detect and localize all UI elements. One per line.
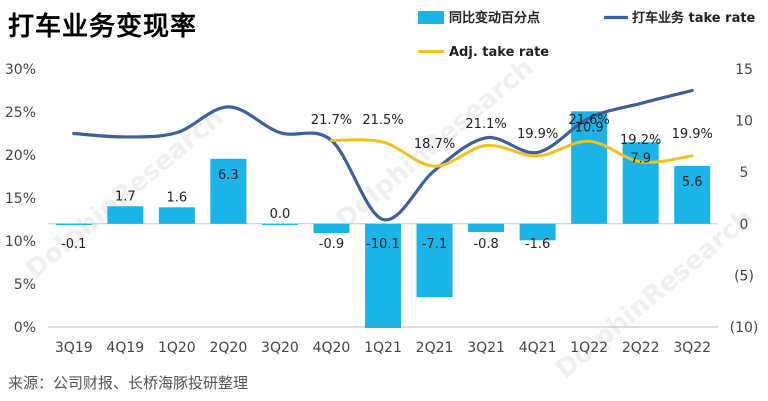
bar-value-label: -10.1 bbox=[366, 237, 400, 252]
x-tick-label: 3Q22 bbox=[673, 340, 711, 356]
adj-take-rate-label: 19.9% bbox=[672, 127, 713, 142]
line-series bbox=[72, 88, 694, 222]
bar bbox=[416, 223, 453, 298]
legend-take-rate-label: 打车业务 take rate bbox=[632, 10, 756, 26]
bar bbox=[313, 223, 350, 234]
legend-adj-label: Adj. take rate bbox=[449, 45, 549, 60]
chart-title: 打车业务变现率 bbox=[8, 12, 198, 42]
adj-take-rate-label: 21.6% bbox=[568, 113, 609, 128]
bar-value-label: 0.0 bbox=[270, 207, 291, 222]
bar-value-label: 6.3 bbox=[218, 168, 239, 183]
x-tick-label: 1Q20 bbox=[158, 340, 196, 356]
bar-value-label: -7.1 bbox=[422, 237, 447, 252]
y-right-tick-label: (10) bbox=[730, 320, 759, 336]
x-tick-label: 3Q21 bbox=[467, 340, 505, 356]
bar-value-label: 1.7 bbox=[115, 189, 136, 204]
y-left-tick-label: 5% bbox=[14, 277, 36, 293]
x-tick-label: 4Q21 bbox=[519, 340, 557, 356]
bar bbox=[210, 158, 247, 224]
bar bbox=[158, 207, 195, 224]
bar-series bbox=[55, 111, 711, 329]
adj-take-rate-label: 19.2% bbox=[620, 133, 661, 148]
bar-value-label: 7.9 bbox=[630, 151, 651, 166]
y-right-tick-label: 0 bbox=[740, 217, 749, 233]
adj-take-rate-label: 21.5% bbox=[362, 113, 403, 128]
x-tick-label: 1Q22 bbox=[570, 340, 608, 356]
y-left-tick-label: 15% bbox=[5, 191, 36, 207]
bar bbox=[571, 111, 608, 224]
x-tick-label: 2Q20 bbox=[210, 340, 248, 356]
bar bbox=[55, 223, 92, 225]
adj-take-rate-label: 19.9% bbox=[517, 127, 558, 142]
y-left-tick-label: 20% bbox=[5, 148, 36, 164]
bar-value-label: -0.9 bbox=[319, 237, 344, 252]
data-labels: -0.1 1.7 1.6 6.3 0.0 -0.9 -10.1 -7.1 -0.8 -1.6 10.… bbox=[61, 113, 713, 252]
bar bbox=[107, 206, 144, 224]
take-rate-line bbox=[72, 88, 694, 222]
bar-value-label: -1.6 bbox=[525, 237, 550, 252]
bar-value-label: -0.1 bbox=[61, 237, 86, 252]
legend-bar-swatch bbox=[418, 11, 444, 24]
adj-take-rate-label: 21.1% bbox=[465, 117, 506, 132]
x-tick-label: 2Q22 bbox=[622, 340, 660, 356]
y-right-tick-label: 5 bbox=[740, 165, 749, 181]
y-left-tick-label: 30% bbox=[5, 62, 36, 78]
bar bbox=[622, 142, 659, 224]
bar bbox=[468, 223, 505, 233]
watermark-text: DolphinResearch bbox=[550, 203, 759, 385]
y-left-tick-label: 25% bbox=[5, 105, 36, 121]
y-right-tick-label: 15 bbox=[735, 62, 753, 78]
x-tick-label: 4Q20 bbox=[313, 340, 351, 356]
x-tick-label: 2Q21 bbox=[416, 340, 454, 356]
x-tick-label: 3Q20 bbox=[261, 340, 299, 356]
y-left-tick-label: 0% bbox=[14, 320, 36, 336]
y-right-tick-label: 10 bbox=[735, 114, 753, 130]
bar-value-label: -0.8 bbox=[473, 237, 498, 252]
adj-take-rate-label: 18.7% bbox=[414, 137, 455, 152]
bar-value-label: 10.9 bbox=[575, 120, 604, 135]
adj-take-rate-label: 21.7% bbox=[311, 113, 352, 128]
bar bbox=[365, 223, 401, 329]
bar-value-label: 5.6 bbox=[682, 175, 703, 190]
adj-take-rate-line bbox=[329, 138, 694, 168]
x-tick-label: 3Q19 bbox=[55, 340, 93, 356]
bar bbox=[674, 166, 711, 224]
bar-value-label: 1.6 bbox=[167, 190, 188, 205]
bar bbox=[261, 223, 298, 225]
source-note: 来源：公司财报、长桥海豚投研整理 bbox=[8, 374, 249, 392]
bar bbox=[519, 223, 556, 241]
x-tick-label: 1Q21 bbox=[364, 340, 402, 356]
x-tick-label: 4Q19 bbox=[106, 340, 144, 356]
legend: 同比变动百分点 打车业务 take rate Adj. take rate bbox=[418, 10, 756, 60]
y-left-tick-label: 10% bbox=[5, 234, 36, 250]
y-right-tick-label: (5) bbox=[734, 268, 754, 284]
legend-bar-label: 同比变动百分点 bbox=[449, 10, 540, 26]
